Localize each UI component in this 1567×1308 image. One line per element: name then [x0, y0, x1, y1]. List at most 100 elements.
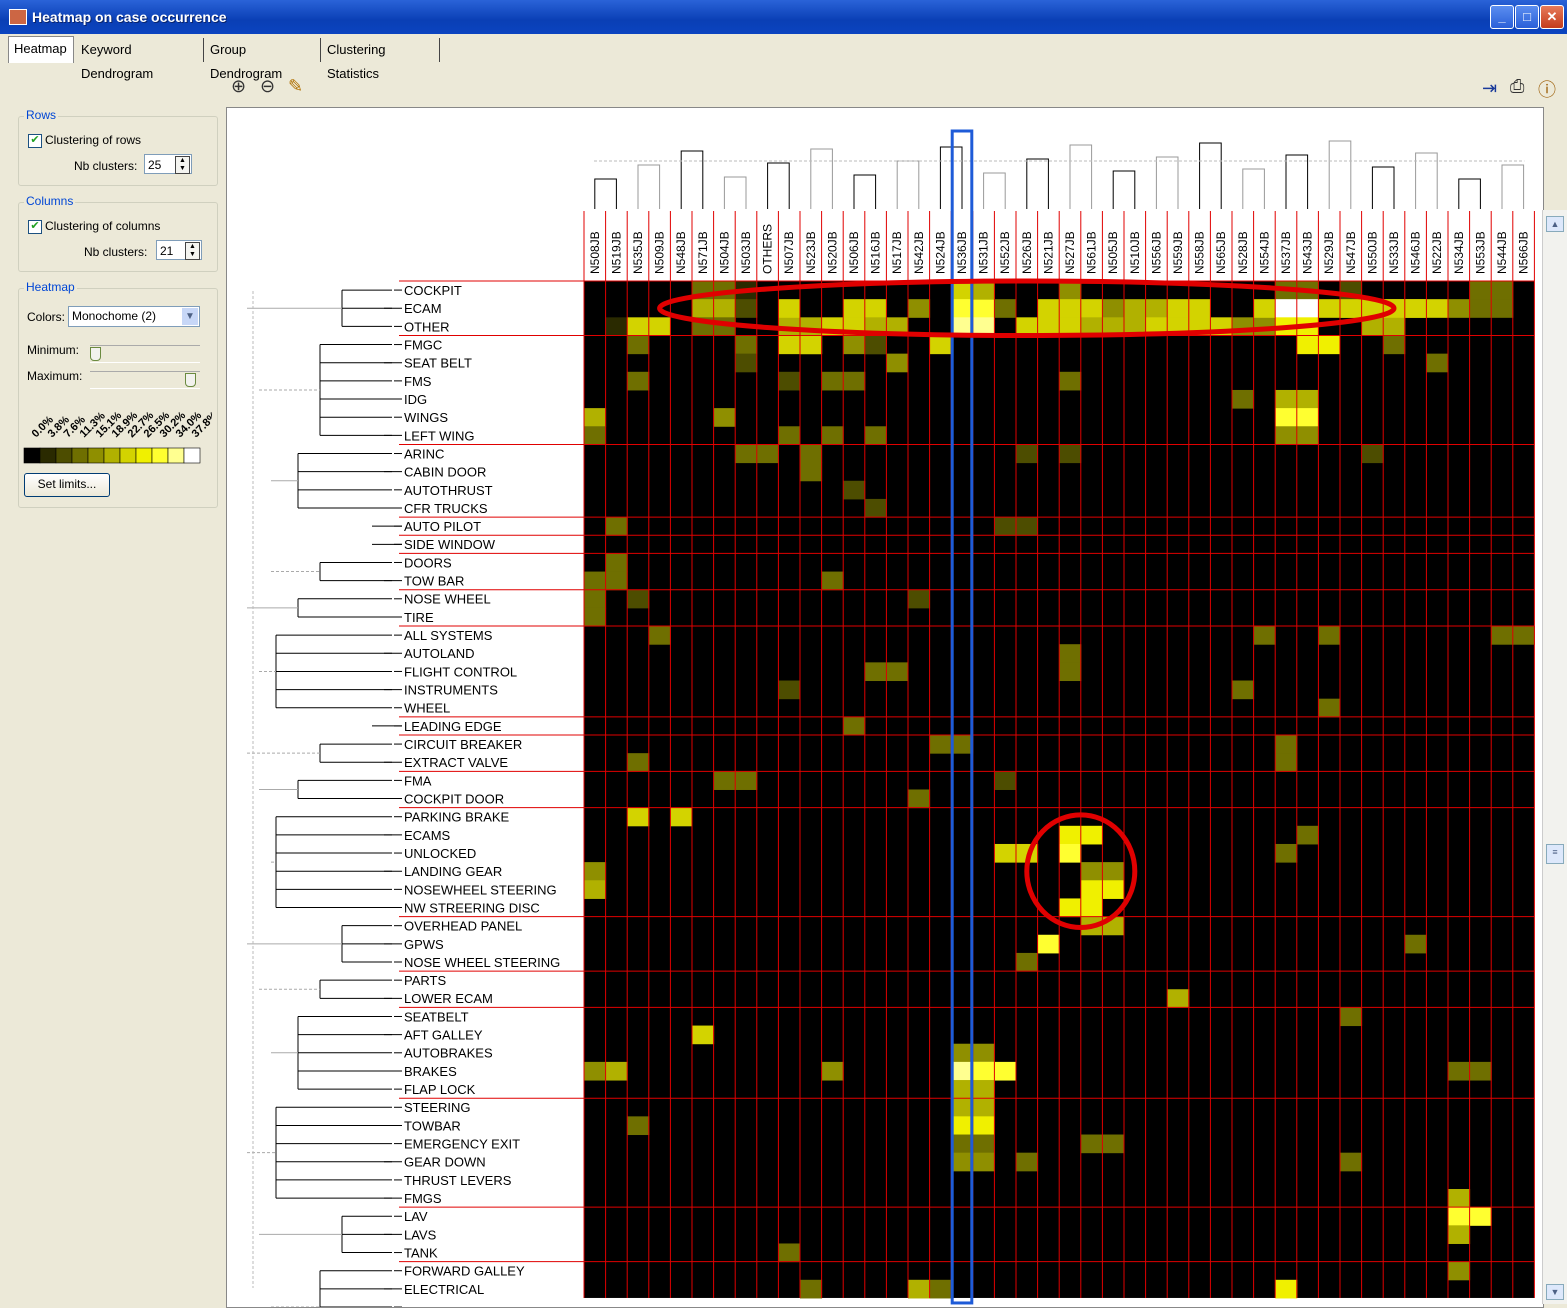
heatmap-cell[interactable]: [843, 716, 866, 736]
heatmap-cell[interactable]: [1037, 317, 1060, 336]
heatmap-cell[interactable]: [972, 1134, 995, 1154]
heatmap-cell[interactable]: [778, 299, 801, 318]
heatmap-cell[interactable]: [1253, 626, 1276, 645]
heatmap-cell[interactable]: [951, 1043, 974, 1063]
heatmap-cell[interactable]: [1080, 299, 1103, 318]
row-label[interactable]: LEADING EDGE: [404, 719, 502, 734]
heatmap-cell[interactable]: [1448, 1225, 1471, 1244]
zoom-in-icon[interactable]: ⊕: [231, 76, 247, 96]
column-label[interactable]: N548JB: [674, 231, 688, 274]
tab-group-dendrogram[interactable]: Group Dendrogram: [205, 38, 321, 81]
heatmap-canvas[interactable]: N508JB N519JB N535JB N509JB N548JB N571JB N504…: [226, 107, 1544, 1308]
heatmap-cell[interactable]: [1102, 1134, 1125, 1154]
heatmap-cell[interactable]: [994, 1061, 1017, 1081]
heatmap-cell[interactable]: [800, 335, 823, 355]
heatmap-cell[interactable]: [994, 299, 1017, 318]
heatmap-cell[interactable]: [1059, 317, 1082, 336]
heatmap-cell[interactable]: [627, 589, 650, 609]
row-label[interactable]: ELECTRICAL: [404, 1282, 484, 1297]
heatmap-chart[interactable]: N508JB N519JB N535JB N509JB N548JB N571JB N504…: [227, 108, 1543, 1307]
column-label[interactable]: N534JB: [1452, 231, 1466, 274]
clustering-rows-checkbox[interactable]: ✔: [28, 134, 42, 148]
heatmap-cell[interactable]: [1080, 825, 1103, 845]
heatmap-cell[interactable]: [1448, 299, 1471, 318]
column-label[interactable]: N510JB: [1128, 231, 1142, 274]
column-label[interactable]: N554JB: [1257, 231, 1271, 274]
row-label[interactable]: ALL SYSTEMS: [404, 628, 493, 643]
column-label[interactable]: N546JB: [1409, 231, 1423, 274]
maximize-button[interactable]: □: [1515, 5, 1539, 29]
row-label[interactable]: CFR TRUCKS: [404, 501, 488, 516]
heatmap-cell[interactable]: [778, 680, 801, 700]
heatmap-cell[interactable]: [951, 1061, 974, 1081]
row-label[interactable]: ARINC: [404, 446, 444, 461]
column-label[interactable]: N544JB: [1495, 231, 1509, 274]
heatmap-cell[interactable]: [821, 371, 844, 391]
row-label[interactable]: LANDING GEAR: [404, 864, 502, 879]
heatmap-cell[interactable]: [1232, 389, 1255, 409]
set-limits-button[interactable]: Set limits...: [24, 473, 110, 497]
heatmap-cell[interactable]: [1059, 299, 1082, 318]
heatmap-cell[interactable]: [1275, 299, 1298, 318]
column-label[interactable]: N543JB: [1301, 231, 1315, 274]
column-label[interactable]: N503JB: [739, 231, 753, 274]
chevron-down-icon[interactable]: ▼: [182, 308, 198, 325]
heatmap-cell[interactable]: [951, 1116, 974, 1136]
row-label[interactable]: FMGC: [404, 337, 442, 352]
row-label[interactable]: TOW BAR: [404, 574, 464, 589]
heatmap-cell[interactable]: [951, 317, 974, 336]
heatmap-cell[interactable]: [1016, 444, 1039, 464]
column-label[interactable]: N506JB: [847, 231, 861, 274]
column-label[interactable]: N523JB: [804, 231, 818, 274]
row-label[interactable]: FORWARD GALLEY: [404, 1264, 525, 1279]
row-label[interactable]: TOWBAR: [404, 1118, 461, 1133]
row-label[interactable]: PARTS: [404, 973, 446, 988]
heatmap-cell[interactable]: [1340, 1007, 1363, 1027]
heatmap-cell[interactable]: [778, 335, 801, 355]
row-label[interactable]: TIRE: [404, 610, 434, 625]
heatmap-cell[interactable]: [756, 444, 779, 464]
heatmap-cell[interactable]: [864, 335, 887, 355]
heatmap-cell[interactable]: [972, 317, 995, 336]
heatmap-cell[interactable]: [1059, 281, 1082, 300]
row-label[interactable]: IDG: [404, 392, 427, 407]
tab-clustering-statistics[interactable]: Clustering Statistics: [322, 38, 440, 81]
heatmap-cell[interactable]: [692, 299, 715, 318]
heatmap-cell[interactable]: [584, 607, 607, 627]
heatmap-cell[interactable]: [735, 299, 758, 318]
minimum-slider-thumb[interactable]: [90, 347, 101, 361]
heatmap-cell[interactable]: [1059, 444, 1082, 464]
heatmap-cell[interactable]: [972, 1116, 995, 1136]
heatmap-cell[interactable]: [670, 807, 693, 827]
heatmap-cell[interactable]: [605, 317, 628, 336]
column-label[interactable]: N509JB: [653, 231, 667, 274]
heatmap-cell[interactable]: [843, 335, 866, 355]
column-label[interactable]: N559JB: [1171, 231, 1185, 274]
heatmap-cell[interactable]: [648, 626, 671, 645]
heatmap-cell[interactable]: [1102, 862, 1125, 881]
heatmap-cell[interactable]: [1296, 825, 1319, 845]
heatmap-cell[interactable]: [1383, 335, 1406, 355]
heatmap-cell[interactable]: [627, 371, 650, 391]
vertical-scrollbar[interactable]: ▲ ≡ ▼: [1542, 210, 1567, 1304]
heatmap-cell[interactable]: [1059, 898, 1082, 918]
column-label[interactable]: N508JB: [588, 231, 602, 274]
row-label[interactable]: COCKPIT: [404, 283, 462, 298]
row-label[interactable]: NOSE WHEEL STEERING: [404, 955, 560, 970]
scroll-thumb[interactable]: ≡: [1546, 844, 1564, 864]
row-label[interactable]: FLAP LOCK: [404, 1082, 476, 1097]
heatmap-cell[interactable]: [1426, 299, 1449, 318]
heatmap-cell[interactable]: [1016, 1152, 1039, 1172]
heatmap-cell[interactable]: [886, 353, 909, 373]
row-label[interactable]: FLIGHT CONTROL: [404, 664, 517, 679]
row-label[interactable]: OTHER: [404, 319, 450, 334]
heatmap-cell[interactable]: [584, 426, 607, 445]
column-label[interactable]: N565JB: [1214, 231, 1228, 274]
heatmap-cell[interactable]: [1037, 299, 1060, 318]
row-label[interactable]: GEAR DOWN: [404, 1155, 486, 1170]
heatmap-cell[interactable]: [908, 299, 931, 318]
heatmap-cell[interactable]: [627, 807, 650, 827]
column-label[interactable]: N526JB: [1020, 231, 1034, 274]
maximum-slider-thumb[interactable]: [185, 373, 196, 387]
rows-spinner-icon[interactable]: ▲ ▼: [175, 156, 190, 174]
